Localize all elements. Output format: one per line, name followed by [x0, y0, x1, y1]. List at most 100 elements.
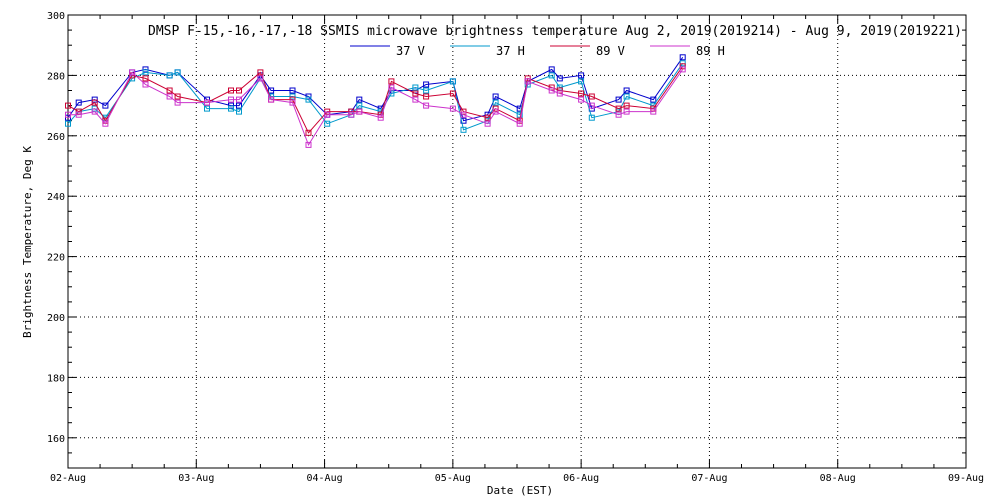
data-point-37-h [679, 60, 686, 67]
data-point-89-h [623, 108, 630, 115]
data-point-37-h [356, 102, 363, 109]
x-axis-title: Date (EST) [487, 484, 553, 497]
data-point-37-h [65, 120, 71, 127]
data-point-89-v [348, 108, 355, 115]
legend-label-89-h: 89 H [696, 44, 725, 58]
data-point-89-h [650, 108, 657, 115]
data-point-37-h [289, 93, 296, 100]
data-point-37-h [305, 96, 312, 103]
data-point-89-v [460, 108, 467, 115]
data-point-37-h [166, 72, 173, 79]
data-point-89-h [257, 75, 264, 82]
y-tick-label: 260 [47, 132, 65, 143]
x-tick-label: 06-Aug [563, 473, 599, 484]
data-point-37-v [615, 96, 622, 103]
data-point-37-v [102, 102, 109, 109]
legend-label-37-v: 37 V [396, 44, 425, 58]
data-point-89-h [289, 99, 296, 106]
data-point-89-h [377, 114, 384, 121]
data-point-89-h [388, 84, 395, 91]
data-point-89-v [91, 99, 98, 106]
data-point-89-v [305, 129, 312, 136]
data-point-89-h [142, 81, 149, 88]
data-point-89-h [228, 96, 234, 103]
data-point-89-v [578, 90, 585, 97]
data-point-89-v [228, 87, 234, 94]
data-point-89-h [615, 111, 622, 118]
data-point-89-h [679, 66, 686, 73]
data-point-89-h [204, 99, 210, 106]
data-point-37-v [356, 96, 363, 103]
data-point-89-v [588, 93, 595, 100]
data-point-89-v [484, 114, 491, 121]
data-point-37-h [236, 108, 242, 115]
data-point-89-v [615, 105, 622, 112]
data-point-37-h [449, 78, 456, 85]
y-tick-label: 160 [47, 434, 65, 445]
series-line-37-h [67, 63, 684, 131]
data-point-89-v [412, 90, 419, 97]
data-point-37-h [142, 69, 149, 76]
data-point-89-h [305, 141, 312, 148]
series-line-89-h [68, 69, 684, 147]
data-point-89-h [356, 108, 363, 115]
data-point-89-h [324, 111, 331, 118]
x-tick-label: 05-Aug [435, 473, 471, 484]
data-point-37-v [548, 66, 555, 73]
data-point-89-h [91, 108, 98, 115]
data-point-89-h [129, 69, 136, 76]
data-point-89-v [679, 63, 686, 70]
data-point-89-h [516, 120, 523, 127]
data-point-89-v [257, 69, 264, 76]
data-point-89-v [65, 102, 71, 109]
data-point-37-h [578, 78, 585, 85]
series-lines [65, 54, 686, 148]
axis-ticks: 02-Aug 03-Aug 04-Aug 05-Aug 06-Aug 07-Aug 08-A… [47, 11, 984, 484]
data-point-89-h [449, 105, 456, 112]
data-point-37-h [423, 87, 430, 94]
data-point-37-h [460, 126, 467, 133]
data-point-89-h [578, 96, 585, 103]
data-point-89-h [75, 111, 82, 118]
data-point-89-v [423, 93, 430, 100]
y-tick-label: 280 [47, 71, 65, 82]
data-point-89-v [174, 93, 181, 100]
data-point-89-h [166, 93, 173, 100]
data-point-89-v [388, 78, 395, 85]
data-point-37-h [548, 72, 555, 79]
data-point-89-v [75, 108, 82, 115]
data-point-89-h [460, 111, 467, 118]
series-line-89-v [67, 66, 684, 134]
data-point-89-h [102, 120, 109, 127]
data-point-37-v [236, 102, 242, 109]
x-tick-label: 04-Aug [307, 473, 343, 484]
data-point-37-v [268, 87, 275, 94]
data-point-37-v [305, 93, 312, 100]
data-point-89-h [423, 102, 430, 109]
grid-lines [68, 15, 966, 468]
data-point-37-h [174, 69, 181, 76]
data-point-89-h [174, 99, 181, 106]
legend: 37 V 37 H 89 V 89 H [350, 44, 725, 58]
data-point-37-h [588, 114, 595, 121]
data-point-37-v [650, 96, 657, 103]
data-point-89-h [556, 90, 563, 97]
data-point-89-h [65, 111, 71, 118]
data-point-89-h [524, 78, 531, 85]
x-tick-label: 07-Aug [691, 473, 727, 484]
data-point-37-v [75, 99, 82, 106]
data-point-89-v [142, 75, 149, 82]
y-tick-label: 180 [47, 373, 65, 384]
data-point-89-h [484, 120, 491, 127]
y-tick-label: 300 [47, 11, 65, 22]
data-point-89-h [588, 102, 595, 109]
data-point-37-v [556, 75, 563, 82]
data-point-89-v [236, 87, 242, 94]
data-point-89-v [449, 90, 456, 97]
x-tick-label: 08-Aug [820, 473, 856, 484]
data-point-89-h [492, 108, 499, 115]
data-point-89-h [268, 96, 275, 103]
data-point-37-h [623, 93, 630, 100]
data-point-37-h [516, 111, 523, 118]
data-point-37-v [623, 87, 630, 94]
